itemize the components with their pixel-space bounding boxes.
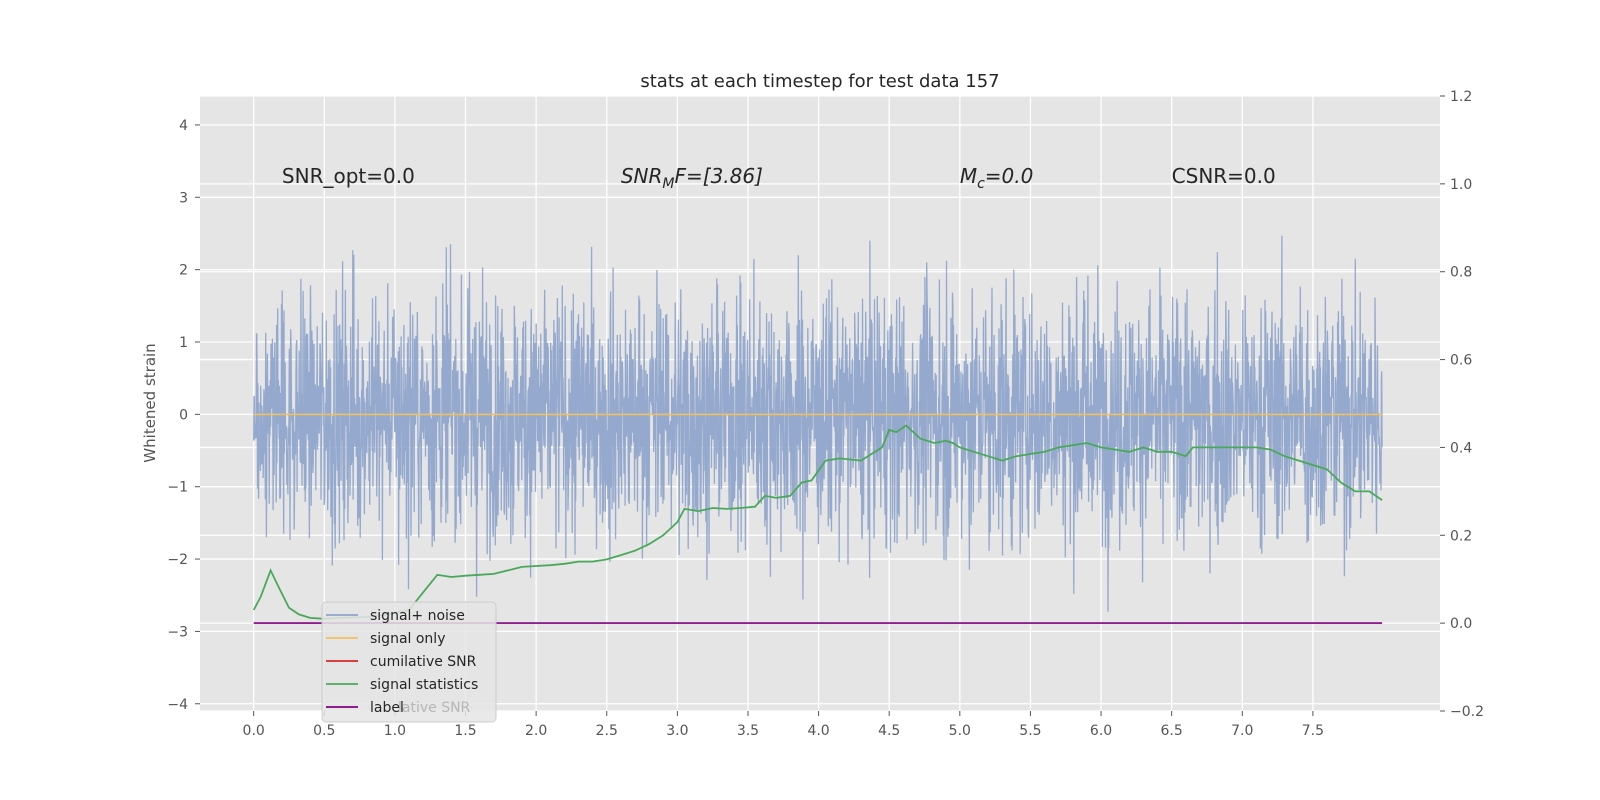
legend-item-label: signal only: [370, 631, 445, 647]
chart-title: stats at each timestep for test data 157: [640, 71, 999, 92]
y-tick-label: −3: [167, 624, 188, 640]
annotations: SNR_opt=0.0 SNRMF=[3.86] Mc=0.0 CSNR=0.0: [282, 164, 1276, 192]
y-tick-label: 3: [179, 190, 188, 206]
legend-item-label: signal statistics: [370, 677, 478, 693]
x-tick-label: 0.5: [313, 723, 335, 739]
legend-box: [321, 601, 497, 723]
series-signal-statistics-line: [252, 424, 1383, 620]
y2-tick-label: 0.2: [1450, 528, 1472, 544]
legend-item-label: cumilative SNR: [370, 654, 477, 670]
y2-tick-label: 1.0: [1450, 177, 1472, 193]
y-tick-label: 0: [179, 407, 188, 423]
x-tick-label: 6.5: [1161, 723, 1183, 739]
x-tick-label: 4.5: [878, 723, 900, 739]
y2-tick-label: −0.2: [1450, 704, 1484, 720]
y2-tick-label: 0.6: [1450, 353, 1472, 369]
x-tick-label: 2.5: [596, 723, 618, 739]
x-tick-label: 2.0: [525, 723, 547, 739]
legend: lative SNR signal+ noise signal only cumila…: [321, 601, 497, 723]
annotation-2: Mc=0.0: [960, 164, 1034, 192]
x-tick-label: 3.5: [737, 723, 759, 739]
x-tick-label: 7.5: [1302, 723, 1324, 739]
y-tick-label: 4: [179, 118, 188, 134]
y2-tick-label: 0.4: [1450, 440, 1472, 456]
axes-layer: 0.0 0.5 1.0 1.5 2.0 2.5 3.0 3.5 4.0 4.5 5.0 5.5 6.0 6…: [167, 89, 1484, 739]
x-tick-label: 1.5: [454, 723, 476, 739]
y2-tick-label: 1.2: [1450, 89, 1472, 105]
annotation-0: SNR_opt=0.0: [282, 164, 415, 188]
x-tick-label: 0.0: [243, 723, 265, 739]
y2-tick-label: 0.0: [1450, 616, 1472, 632]
y-axis-label: Whitened strain: [141, 343, 159, 462]
signal-noise-series: [253, 235, 1383, 612]
legend-item-label: label: [370, 700, 404, 716]
legend-ghost-text: lative SNR: [398, 700, 471, 716]
x-tick-label: 5.0: [949, 723, 971, 739]
y-tick-label: 2: [179, 263, 188, 279]
y-tick-label: −1: [167, 480, 188, 496]
x-tick-label: 7.0: [1231, 723, 1253, 739]
x-tick-label: 4.0: [807, 723, 829, 739]
y-tick-label: −4: [167, 697, 188, 713]
legend-item-label: signal+ noise: [370, 608, 465, 624]
annotation-1: SNRMF=[3.86]: [621, 164, 763, 192]
x-tick-label: 1.0: [384, 723, 406, 739]
y-tick-label: −2: [167, 552, 188, 568]
series-signal-noise-line: [253, 235, 1383, 612]
x-tick-label: 5.5: [1019, 723, 1041, 739]
annotation-3: CSNR=0.0: [1172, 164, 1276, 188]
y2-tick-label: 0.8: [1450, 265, 1472, 281]
y-tick-label: 1: [179, 335, 188, 351]
x-tick-label: 6.0: [1090, 723, 1112, 739]
x-tick-label: 3.0: [666, 723, 688, 739]
